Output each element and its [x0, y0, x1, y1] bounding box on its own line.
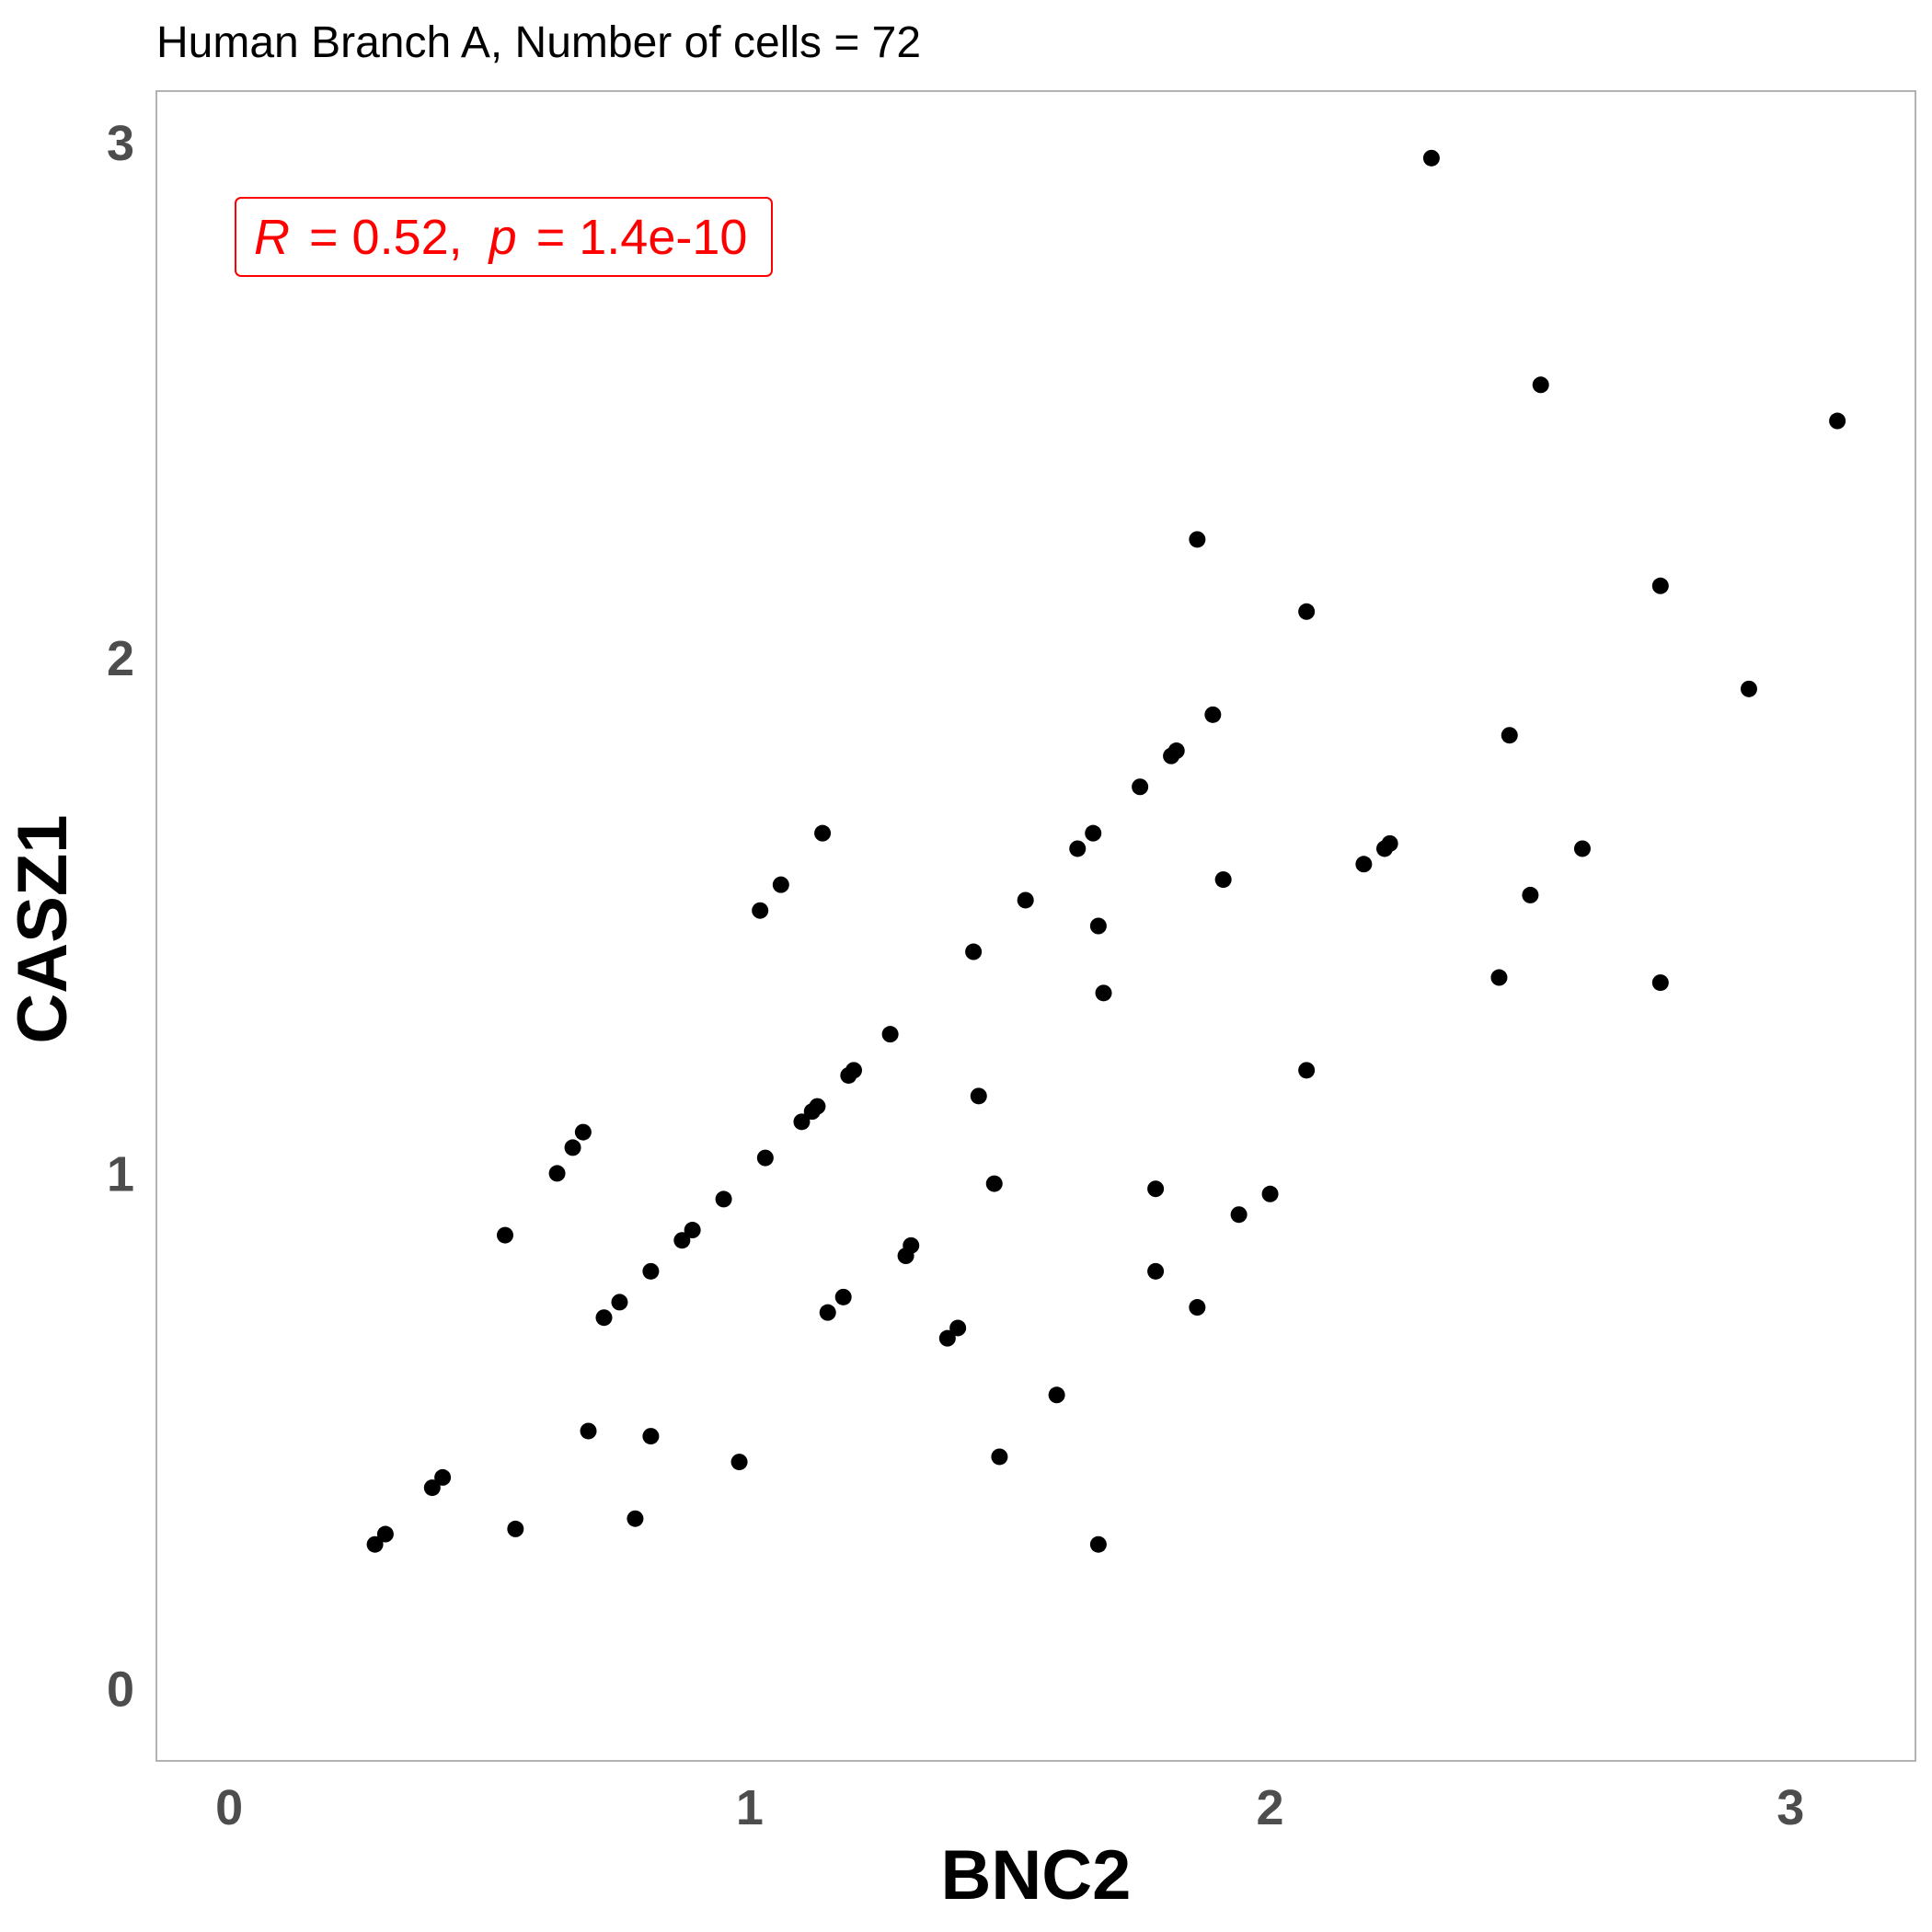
annotation-box [235, 197, 773, 277]
data-point [642, 1262, 660, 1280]
data-point [991, 1448, 1008, 1466]
data-point [1573, 840, 1591, 857]
data-point [752, 902, 769, 919]
data-point [715, 1190, 732, 1208]
data-point [595, 1309, 613, 1327]
data-point [834, 1288, 852, 1305]
correlation-annotation: R = 0.52, p = 1.4e-10 [235, 197, 773, 277]
data-point [730, 1454, 748, 1471]
data-point [1132, 778, 1149, 796]
data-point [845, 1062, 863, 1079]
data-point [970, 1087, 987, 1105]
data-point [1261, 1185, 1279, 1202]
data-point [772, 876, 789, 893]
x-tick-label: 3 [1777, 1780, 1804, 1835]
y-tick-label: 2 [107, 631, 134, 686]
data-point [1089, 1535, 1107, 1553]
data-point [985, 1175, 1003, 1192]
data-point [1017, 891, 1034, 909]
data-points [366, 149, 1846, 1553]
data-point [1147, 1180, 1165, 1198]
data-point [1147, 1262, 1165, 1280]
data-point [1214, 871, 1232, 889]
data-point [1085, 824, 1102, 842]
y-tick-label: 0 [107, 1662, 134, 1718]
data-point [366, 1535, 384, 1553]
data-point [1048, 1386, 1065, 1404]
data-point [1532, 376, 1549, 394]
data-point [1381, 834, 1398, 852]
data-point [881, 1026, 899, 1043]
data-point [938, 1329, 956, 1347]
data-point [548, 1165, 566, 1182]
data-point [497, 1226, 514, 1244]
data-point [1490, 969, 1508, 986]
data-point [814, 824, 832, 842]
data-point [1829, 412, 1846, 430]
data-point [949, 1319, 967, 1337]
annotation-r-value: = 0.52, [309, 210, 463, 265]
data-point [642, 1428, 660, 1445]
data-point [1189, 1299, 1206, 1317]
y-axis-title: CASZ1 [4, 814, 82, 1043]
data-point [507, 1520, 524, 1537]
data-point [793, 1113, 811, 1131]
y-tick-label: 1 [107, 1146, 134, 1202]
annotation-p-label: p [488, 210, 517, 265]
x-tick-label: 0 [215, 1780, 243, 1835]
data-point [1651, 577, 1669, 594]
data-point [1204, 706, 1222, 723]
data-point [1298, 603, 1316, 620]
data-point [627, 1510, 644, 1527]
data-point [376, 1525, 394, 1543]
data-point [1230, 1206, 1248, 1224]
data-point [574, 1123, 592, 1141]
data-point [1069, 840, 1087, 857]
data-point [1651, 974, 1669, 992]
data-point [965, 943, 983, 960]
chart-title: Human Branch A, Number of cells = 72 [156, 18, 921, 67]
data-point [1501, 727, 1518, 744]
data-point [611, 1294, 628, 1311]
annotation-r-label: R [254, 210, 290, 265]
data-point [1298, 1062, 1316, 1079]
data-point [423, 1479, 441, 1497]
data-point [756, 1149, 774, 1167]
data-point [809, 1098, 826, 1115]
x-tick-label: 1 [736, 1780, 764, 1835]
data-point [819, 1304, 836, 1321]
data-point [1095, 984, 1112, 1002]
annotation-p-value: = 1.4e-10 [536, 210, 748, 265]
y-tick-label: 3 [107, 116, 134, 171]
data-point [1089, 917, 1107, 935]
data-point [1167, 742, 1185, 760]
data-point [434, 1468, 452, 1486]
x-tick-label: 2 [1257, 1780, 1284, 1835]
data-point [1189, 531, 1206, 548]
annotation-text: R = 0.52, p = 1.4e-10 [254, 210, 747, 265]
data-point [1355, 856, 1373, 873]
data-point [564, 1139, 581, 1156]
y-axis-ticks: 0 1 2 3 [107, 116, 134, 1718]
data-point [684, 1222, 701, 1239]
data-point [903, 1236, 920, 1254]
data-point [580, 1422, 597, 1440]
data-point [673, 1232, 691, 1249]
plot-panel-border [155, 90, 1916, 1762]
data-point [1522, 886, 1539, 903]
x-axis-ticks: 0 1 2 3 [215, 1780, 1804, 1835]
data-point [1740, 680, 1757, 697]
x-axis-title: BNC2 [941, 1836, 1132, 1915]
data-point [1422, 149, 1440, 167]
